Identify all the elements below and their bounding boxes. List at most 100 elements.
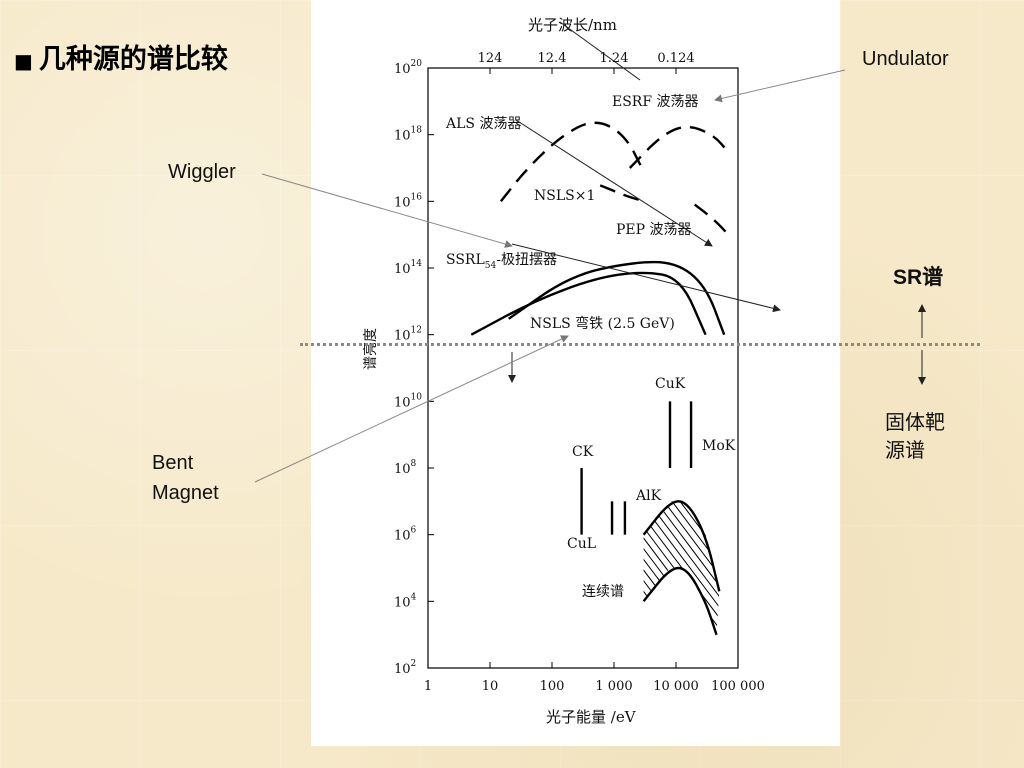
solid-label-line1: 固体靶	[885, 410, 945, 434]
hatch-line	[643, 501, 720, 635]
hatch-line	[695, 501, 720, 635]
solid-label-line2: 源谱	[885, 438, 925, 462]
series-line	[642, 566, 718, 636]
y-tick-label: 108	[394, 459, 417, 477]
chart-panel	[311, 0, 840, 746]
hatch-line	[488, 480, 608, 640]
plot-frame	[427, 67, 739, 669]
y-tick-exponent: 2	[411, 659, 417, 669]
y-tick-label: 104	[394, 592, 417, 610]
hatch-line	[643, 501, 720, 635]
ann-nsls-bend: NSLS 弯铁 (2.5 GeV)	[530, 315, 675, 332]
title-bullet-icon: ■	[14, 49, 33, 73]
ann-ssrl-sub: 54	[485, 261, 497, 271]
title-text: 几种源的谱比较	[38, 44, 228, 75]
hatch-line	[424, 480, 544, 640]
hatch-line	[464, 480, 584, 640]
hatch-line	[760, 480, 880, 640]
als-pointer	[515, 119, 713, 247]
ann-esrf: ESRF 波荡器	[612, 94, 699, 110]
y-tick-exponent: 14	[411, 259, 423, 269]
hatch-line	[744, 480, 864, 640]
hatch-line	[643, 501, 665, 635]
ann-als: ALS 波荡器	[445, 116, 521, 132]
y-tick-exponent: 12	[411, 326, 422, 336]
x-tick-label: 1	[424, 679, 432, 694]
ann-pep: PEP 波荡器	[616, 222, 692, 238]
hatch-line	[703, 501, 720, 635]
wiggler-pointer	[261, 173, 513, 248]
wiggler-label: Wiggler	[168, 161, 236, 183]
hatch-line	[792, 480, 912, 640]
ann-nsls1: NSLS×1	[534, 188, 595, 204]
y-tick-base: 10	[394, 662, 411, 677]
hatch-line	[456, 480, 576, 640]
ann-cul: CuL	[567, 536, 596, 552]
hatch-line	[728, 480, 848, 640]
hatch-line	[679, 501, 720, 635]
bent-magnet-pointer	[254, 335, 569, 483]
y-tick-label: 106	[394, 526, 417, 544]
hatch-line	[504, 480, 624, 640]
hatch-line	[671, 501, 720, 635]
top-axis-pointer	[559, 21, 641, 81]
hatch-line	[440, 480, 560, 640]
hatch-line	[752, 480, 872, 640]
series-line	[599, 184, 644, 203]
ann-cuk: CuK	[655, 376, 686, 392]
y-axis-label: 谱亮度	[362, 328, 379, 370]
y-tick-exponent: 4	[411, 592, 417, 602]
y-tick-label: 1020	[394, 59, 422, 77]
ssrl-pointer	[511, 243, 781, 313]
ann-ssrl: SSRL54-极扭摆器	[446, 252, 557, 271]
hatch-line	[784, 480, 904, 640]
hatch-line	[643, 501, 713, 635]
y-tick-base: 10	[394, 129, 411, 144]
series-line	[628, 125, 730, 169]
y-tick-base: 10	[394, 195, 411, 210]
ann-ssrl-main: SSRL	[446, 252, 485, 268]
top-tick-label: 1.24	[600, 51, 629, 66]
top-tick-label: 124	[478, 51, 503, 66]
hatch-line	[408, 480, 528, 640]
series-line	[470, 271, 707, 336]
emission-lines	[580, 401, 693, 535]
hatch-line	[643, 501, 649, 635]
continuum-hatch	[408, 480, 912, 640]
hatch-line	[643, 501, 720, 635]
y-tick-label: 1014	[394, 259, 422, 277]
y-tick-exponent: 10	[411, 392, 423, 402]
y-tick-label: 102	[394, 659, 416, 677]
hatch-line	[768, 480, 888, 640]
hatch-line	[647, 501, 720, 635]
y-tick-base: 10	[394, 62, 411, 77]
bent-label-line2: Magnet	[152, 482, 219, 504]
series-line	[508, 260, 726, 336]
y-tick-exponent: 8	[411, 459, 417, 469]
bent-label-line1: Bent	[152, 452, 194, 474]
hatch-line	[448, 480, 568, 640]
y-tick-label: 1012	[394, 326, 422, 344]
undulator-pointer	[714, 69, 846, 103]
y-tick-base: 10	[394, 329, 411, 344]
y-tick-base: 10	[394, 595, 411, 610]
hatch-line	[711, 501, 720, 635]
top-tick-label: 12.4	[538, 51, 567, 66]
hatch-line	[643, 501, 681, 635]
hatch-line	[663, 501, 720, 635]
bent-magnet-label: Bent Magnet	[152, 448, 262, 508]
ann-continuum: 连续谱	[582, 583, 624, 600]
y-tick-base: 10	[394, 262, 411, 277]
sr-solid-divider	[300, 343, 980, 346]
top-axis-label: 光子波长/nm	[528, 16, 617, 34]
y-tick-label: 1016	[394, 192, 422, 210]
x-tick-label: 100	[540, 679, 565, 694]
x-tick-label: 1 000	[595, 679, 632, 694]
x-axis-label: 光子能量 /eV	[546, 708, 637, 726]
hatch-line	[520, 480, 640, 640]
y-tick-exponent: 18	[411, 126, 423, 136]
y-tick-label: 1018	[394, 126, 422, 144]
hatch-line	[416, 480, 536, 640]
y-tick-exponent: 6	[411, 526, 417, 536]
